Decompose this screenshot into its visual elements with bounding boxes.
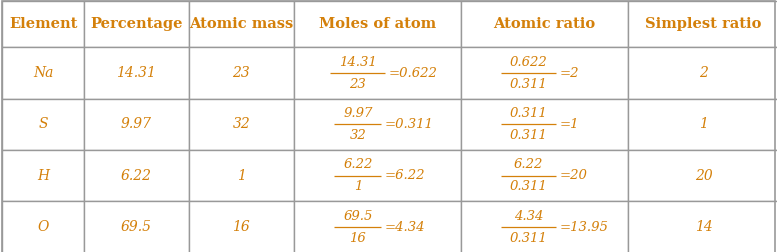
Bar	[294, 201, 461, 252]
Text: 69.5: 69.5	[343, 209, 372, 223]
Bar	[84, 150, 189, 201]
Text: 6.22: 6.22	[514, 158, 543, 171]
Text: 0.622: 0.622	[510, 55, 548, 69]
Text: 20: 20	[695, 169, 713, 183]
Text: =0.311: =0.311	[384, 118, 433, 131]
Text: Atomic ratio: Atomic ratio	[493, 17, 595, 31]
Text: 4.34: 4.34	[514, 209, 543, 223]
Text: 0.311: 0.311	[510, 107, 548, 120]
Text: 1: 1	[699, 117, 708, 131]
Bar	[461, 47, 628, 99]
Bar	[628, 47, 777, 99]
Bar	[2, 47, 84, 99]
Text: =13.95: =13.95	[559, 220, 608, 234]
Text: Element: Element	[9, 17, 77, 31]
Text: Simplest ratio: Simplest ratio	[646, 17, 761, 31]
Text: 14: 14	[695, 220, 713, 234]
Text: 0.311: 0.311	[510, 78, 548, 90]
Bar	[2, 201, 84, 252]
Bar	[2, 1, 84, 47]
Bar	[294, 150, 461, 201]
Text: S: S	[38, 117, 48, 131]
Text: Moles of atom: Moles of atom	[319, 17, 436, 31]
Text: 32: 32	[232, 117, 250, 131]
Text: Percentage: Percentage	[90, 17, 183, 31]
Bar	[84, 99, 189, 150]
Bar	[461, 201, 628, 252]
Text: =20: =20	[559, 169, 587, 182]
Text: =6.22: =6.22	[384, 169, 425, 182]
Text: 1: 1	[354, 180, 362, 193]
Bar	[628, 201, 777, 252]
Bar	[189, 150, 294, 201]
Text: O: O	[37, 220, 49, 234]
Text: 23: 23	[350, 78, 366, 90]
Bar	[189, 201, 294, 252]
Bar	[628, 1, 777, 47]
Text: 2: 2	[699, 66, 708, 80]
Bar	[461, 1, 628, 47]
Text: Atomic mass: Atomic mass	[189, 17, 294, 31]
Text: 9.97: 9.97	[343, 107, 372, 120]
Text: 16: 16	[350, 232, 366, 245]
Bar	[294, 47, 461, 99]
Text: =1: =1	[559, 118, 579, 131]
Bar	[189, 47, 294, 99]
Text: 14.31: 14.31	[339, 55, 377, 69]
Text: 1: 1	[237, 169, 246, 183]
Bar	[84, 1, 189, 47]
Text: 0.311: 0.311	[510, 180, 548, 193]
Text: 16: 16	[232, 220, 250, 234]
Text: 9.97: 9.97	[121, 117, 152, 131]
Text: 6.22: 6.22	[121, 169, 152, 183]
Bar	[294, 99, 461, 150]
Bar	[461, 99, 628, 150]
Text: =4.34: =4.34	[384, 220, 425, 234]
Text: =0.622: =0.622	[388, 67, 437, 80]
Bar	[189, 1, 294, 47]
Bar	[2, 150, 84, 201]
Bar	[461, 150, 628, 201]
Text: 0.311: 0.311	[510, 129, 548, 142]
Bar	[84, 201, 189, 252]
Text: 14.31: 14.31	[117, 66, 156, 80]
Text: =2: =2	[559, 67, 579, 80]
Bar	[189, 99, 294, 150]
Text: 69.5: 69.5	[121, 220, 152, 234]
Text: 0.311: 0.311	[510, 232, 548, 245]
Bar	[628, 99, 777, 150]
Bar	[294, 1, 461, 47]
Text: 6.22: 6.22	[343, 158, 372, 171]
Text: Na: Na	[33, 66, 54, 80]
Bar	[84, 47, 189, 99]
Text: H: H	[37, 169, 49, 183]
Bar	[628, 150, 777, 201]
Text: 23: 23	[232, 66, 250, 80]
Text: 32: 32	[350, 129, 366, 142]
Bar	[2, 99, 84, 150]
